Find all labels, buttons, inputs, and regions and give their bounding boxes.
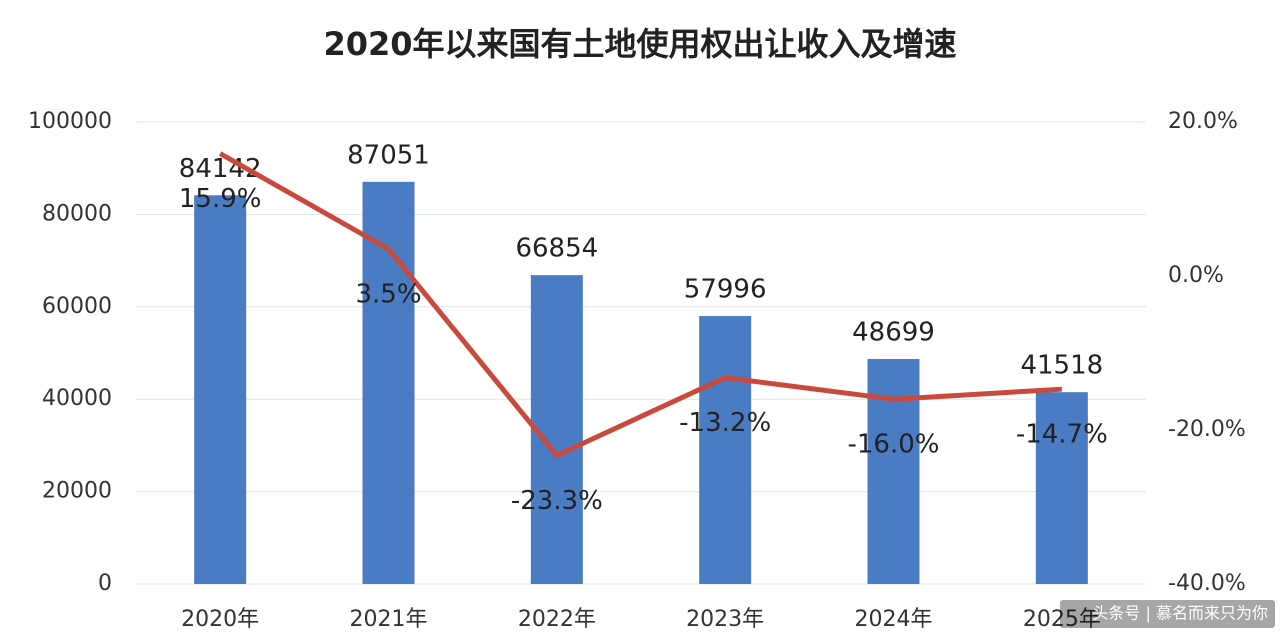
- data-label: 48699: [852, 318, 935, 348]
- bar: [1035, 392, 1088, 584]
- x-tick-label: 2021年: [350, 607, 428, 632]
- line-label: 15.9%: [179, 184, 262, 214]
- chart-title: 2020年以来国有土地使用权出让收入及增速: [323, 25, 956, 63]
- x-tick-label: 2022年: [518, 607, 596, 632]
- data-label: 41518: [1020, 351, 1103, 381]
- x-tick-label: 2020年: [181, 607, 259, 632]
- y-tick-label: 20000: [42, 479, 112, 504]
- line-label: -16.0%: [848, 430, 940, 460]
- bar: [699, 316, 752, 584]
- y2-tick-label: -40.0%: [1168, 571, 1246, 596]
- bar: [362, 181, 415, 584]
- x-tick-label: 2025年: [1023, 607, 1101, 632]
- data-label: 87051: [347, 140, 430, 170]
- y-tick-label: 100000: [28, 109, 112, 134]
- line-label: -13.2%: [679, 408, 771, 438]
- bar: [867, 359, 920, 584]
- y-tick-label: 80000: [42, 201, 112, 226]
- watermark-bg: [1060, 600, 1275, 628]
- bar: [530, 275, 583, 584]
- y-tick-label: 0: [98, 571, 112, 596]
- data-label: 66854: [515, 234, 598, 264]
- y2-tick-label: 20.0%: [1168, 109, 1238, 134]
- data-label: 57996: [684, 275, 767, 305]
- y2-tick-label: -20.0%: [1168, 417, 1246, 442]
- line-label: 3.5%: [355, 280, 421, 310]
- x-tick-label: 2023年: [686, 607, 764, 632]
- line-label: -14.7%: [1016, 420, 1108, 450]
- watermark: 头条号 | 慕名而来只为你: [1092, 604, 1268, 623]
- y-tick-label: 40000: [42, 386, 112, 411]
- y-tick-label: 60000: [42, 294, 112, 319]
- bar: [194, 195, 247, 584]
- x-tick-label: 2024年: [855, 607, 933, 632]
- y2-tick-label: 0.0%: [1168, 263, 1224, 288]
- line-label: -23.3%: [511, 486, 603, 516]
- line: [218, 151, 1062, 458]
